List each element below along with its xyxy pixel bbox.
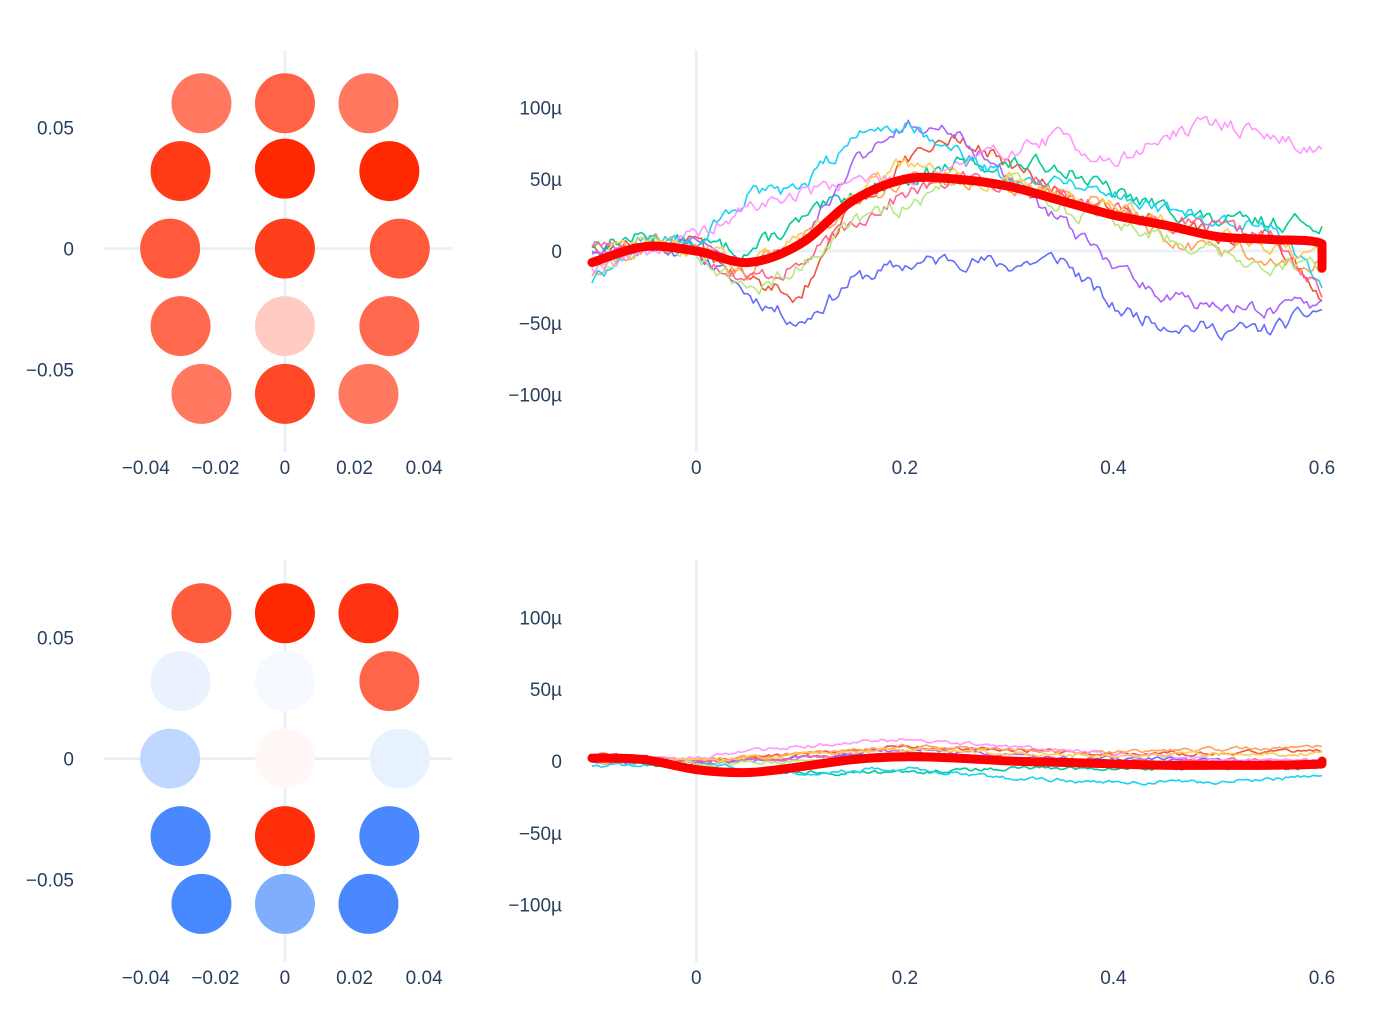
x-tick-label: 0.4 [1100,458,1127,479]
sensor-marker[interactable] [254,806,315,867]
x-tick-label: −0.02 [191,458,239,479]
sensor-marker[interactable] [140,728,201,789]
x-tick-label: 0.2 [892,458,918,479]
x-tick-label: 0.2 [892,968,918,989]
x-tick-label: −0.04 [122,458,171,479]
sensor-marker[interactable] [171,73,232,134]
x-tick-label: 0.6 [1309,458,1335,479]
sensor-marker[interactable] [254,728,315,789]
y-tick-label: −0.05 [26,361,74,382]
sensor-marker[interactable] [150,806,211,867]
sensor-marker[interactable] [359,141,420,202]
sensor-marker[interactable] [254,296,315,357]
sensor-marker[interactable] [254,583,315,644]
y-tick-label: 0.05 [37,628,74,649]
sensor-marker[interactable] [150,651,211,712]
x-tick-label: −0.02 [191,968,239,989]
sensor-marker[interactable] [338,873,399,934]
x-tick-label: 0.02 [336,458,373,479]
x-tick-label: 0 [691,968,702,989]
x-tick-label: 0.6 [1309,968,1335,989]
y-tick-label: −100µ [508,386,562,407]
sensor-marker[interactable] [254,873,315,934]
sensor-marker[interactable] [338,73,399,134]
panel-top-left: −0.04 −0.02 0 0.02 0.04 0.05 0 −0.05 [26,50,452,479]
x-tick-label: 0.02 [336,968,373,989]
channel-trace[interactable] [591,153,1323,262]
sensor-marker[interactable] [359,651,420,712]
x-tick-label: 0 [280,968,291,989]
x-tick-label: 0.4 [1100,968,1127,989]
sensor-marker[interactable] [140,218,201,279]
sensor-marker[interactable] [359,296,420,357]
channel-trace[interactable] [591,134,1323,304]
y-tick-label: 0 [63,750,74,771]
y-tick-label: 0.05 [37,118,74,139]
y-tick-label: 0 [63,240,74,261]
sensor-marker[interactable] [254,218,315,279]
traces [587,737,1327,786]
mean-trace[interactable] [587,172,1327,273]
channel-trace[interactable] [591,115,1323,274]
x-tick-label: 0 [691,458,702,479]
sensor-marker[interactable] [254,138,315,199]
y-tick-label: 100µ [519,98,562,119]
channel-trace[interactable] [591,747,1323,765]
sensor-marker[interactable] [369,218,430,279]
x-tick-label: 0.04 [406,458,443,479]
x-tick-label: 0.04 [406,968,443,989]
sensor-marker[interactable] [338,363,399,424]
channel-trace[interactable] [591,121,1323,289]
sensor-marker[interactable] [171,583,232,644]
sensor-marker[interactable] [254,651,315,712]
y-tick-label: −50µ [519,314,562,335]
sensor-marker[interactable] [150,141,211,202]
y-tick-label: 0 [551,752,562,773]
sensor-marker[interactable] [171,873,232,934]
sensor-marker[interactable] [171,363,232,424]
y-tick-label: −0.05 [26,871,74,892]
y-tick-label: 50µ [530,680,562,701]
y-tick-label: 0 [551,242,562,263]
panel-bottom-right: 0 0.2 0.4 0.6 100µ 50µ 0 −50µ −100µ [508,560,1335,989]
traces [587,115,1327,341]
channel-trace[interactable] [591,743,1323,763]
channel-trace[interactable] [591,762,1323,786]
y-tick-label: 100µ [519,608,562,629]
sensor-marker[interactable] [254,363,315,424]
sensor-marker[interactable] [338,583,399,644]
y-tick-label: −50µ [519,824,562,845]
channel-trace[interactable] [591,737,1323,763]
sensor-marker[interactable] [254,73,315,134]
panel-bottom-left: −0.04 −0.02 0 0.02 0.04 0.05 0 −0.05 [26,560,452,989]
x-tick-label: −0.04 [122,968,171,989]
sensor-marker[interactable] [369,728,430,789]
mean-trace[interactable] [587,752,1327,778]
sensor-marker[interactable] [150,296,211,357]
panel-top-right: 0 0.2 0.4 0.6 100µ 50µ 0 −50µ −100µ [508,50,1335,479]
y-tick-label: −100µ [508,896,562,917]
sensor-marker[interactable] [359,806,420,867]
x-tick-label: 0 [280,458,291,479]
y-tick-label: 50µ [530,170,562,191]
